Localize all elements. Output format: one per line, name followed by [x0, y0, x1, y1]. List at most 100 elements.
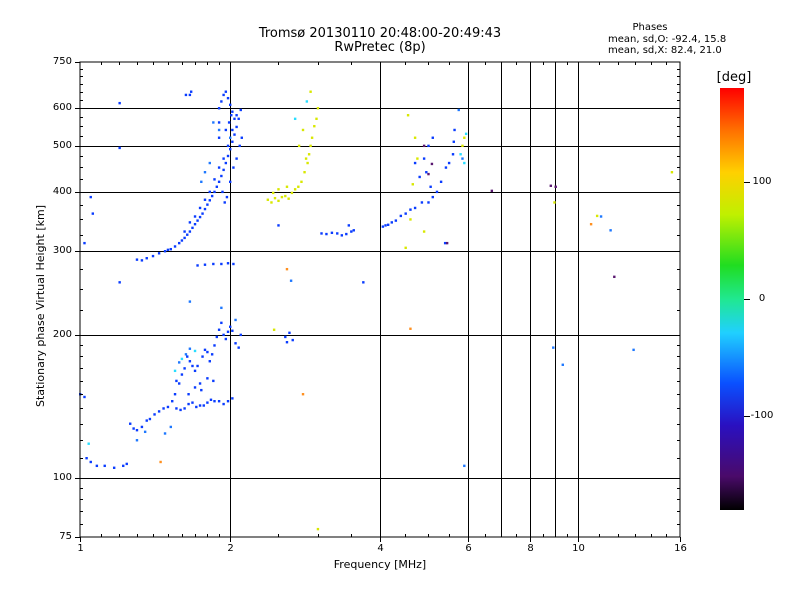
data-point [232, 262, 235, 266]
data-point [215, 185, 219, 188]
data-point [212, 262, 215, 266]
data-point [177, 382, 181, 385]
data-point [301, 128, 305, 132]
data-point [163, 432, 167, 435]
data-point [330, 231, 334, 235]
data-point [409, 208, 412, 211]
x-tick-label: 10 [572, 543, 585, 554]
data-point [189, 90, 193, 93]
data-point [193, 222, 197, 226]
data-point [193, 215, 197, 218]
data-point [320, 232, 323, 235]
data-point [202, 404, 205, 407]
data-point [297, 144, 301, 148]
data-point [83, 395, 86, 399]
chart-subtitle: RwPretec (8p) [334, 40, 426, 55]
data-point [234, 318, 237, 322]
data-point [132, 427, 135, 430]
data-point [193, 349, 197, 353]
data-point [184, 93, 188, 97]
data-point [291, 338, 294, 342]
data-point [270, 201, 273, 204]
data-point [453, 128, 456, 132]
data-point [135, 439, 139, 442]
data-point [210, 353, 214, 356]
data-point [129, 422, 132, 425]
data-point [409, 218, 412, 221]
data-point [112, 466, 116, 469]
data-point [226, 144, 230, 148]
data-point [303, 171, 306, 174]
data-point [212, 379, 215, 383]
colorbar [720, 88, 744, 510]
data-point [451, 153, 455, 156]
data-point [193, 386, 197, 389]
data-point [222, 168, 225, 172]
data-point [309, 90, 312, 93]
data-point [198, 206, 202, 210]
data-point [345, 232, 348, 236]
data-point [443, 241, 447, 245]
data-point [231, 140, 234, 143]
data-point [427, 201, 430, 204]
data-point [196, 219, 199, 222]
data-point [284, 335, 287, 339]
colorbar-label: [deg] [716, 70, 752, 85]
data-point [200, 180, 203, 184]
data-point [135, 428, 139, 432]
chart-title: Tromsø 20130110 20:48:00-20:49:43 [258, 26, 502, 41]
data-point [420, 201, 424, 204]
data-point [457, 108, 460, 112]
data-point [404, 212, 407, 215]
data-point [175, 379, 178, 383]
data-point [188, 300, 192, 303]
data-point [273, 196, 277, 200]
data-point [266, 198, 270, 201]
data-point [288, 331, 291, 335]
data-point [223, 201, 226, 204]
data-point [224, 337, 228, 341]
data-point [188, 347, 192, 350]
data-point [277, 199, 280, 203]
data-point [186, 355, 189, 358]
data-point [232, 166, 235, 169]
data-point [272, 191, 275, 195]
data-point [153, 413, 156, 416]
data-point [85, 456, 88, 460]
data-point [221, 190, 224, 194]
data-point [552, 346, 555, 349]
data-point [208, 190, 211, 194]
y-tick-label: 75 [59, 530, 72, 542]
data-point [277, 224, 280, 227]
x-tick-label: 2 [227, 543, 234, 554]
data-point [166, 248, 170, 252]
data-point [406, 114, 410, 117]
data-point [463, 161, 466, 165]
data-point [212, 121, 215, 124]
data-point [285, 341, 289, 344]
data-point [203, 207, 207, 211]
data-point [239, 108, 242, 112]
x-tick-label: 8 [527, 543, 534, 554]
data-point [118, 101, 121, 105]
data-point [198, 215, 202, 219]
data-point [301, 393, 305, 396]
data-point [231, 329, 234, 332]
data-point [203, 263, 207, 266]
data-point [381, 225, 385, 228]
data-point [237, 117, 240, 121]
x-tick-label: 1 [77, 543, 84, 554]
data-point [203, 171, 207, 174]
data-point [187, 393, 190, 396]
data-point [217, 128, 221, 132]
data-point [187, 402, 190, 406]
data-point [463, 464, 466, 468]
data-point [235, 125, 238, 129]
data-point [122, 464, 125, 468]
data-point [561, 363, 564, 366]
data-point [399, 214, 403, 218]
data-point [118, 146, 121, 150]
data-point [186, 233, 189, 236]
data-point [87, 442, 90, 445]
data-point [217, 166, 221, 169]
